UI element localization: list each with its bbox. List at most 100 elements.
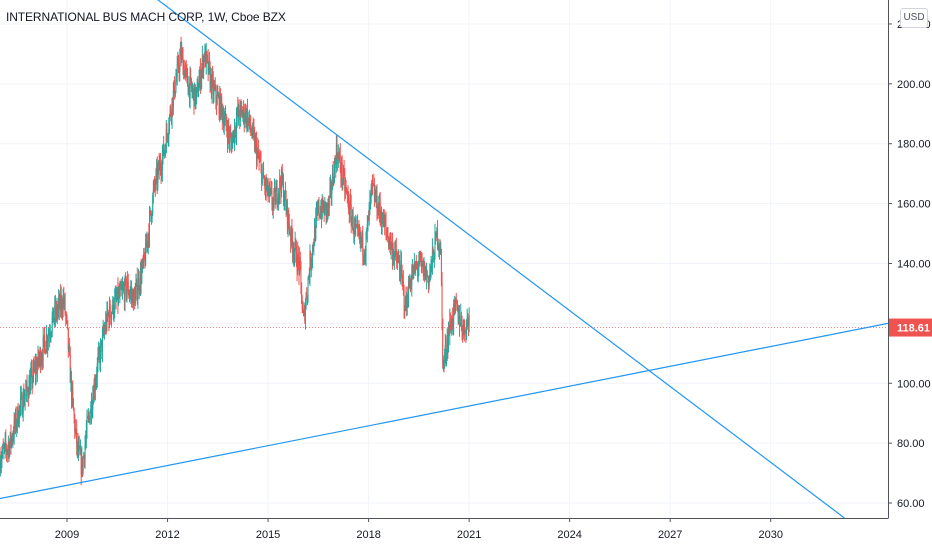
candle: [216, 85, 218, 106]
candle-body: [400, 260, 402, 270]
candle: [371, 179, 373, 197]
candle: [383, 214, 385, 228]
candle-body: [215, 85, 217, 100]
candle: [246, 98, 248, 132]
candle: [37, 345, 39, 367]
candle: [432, 246, 434, 255]
candle: [36, 356, 38, 375]
candle: [63, 286, 65, 309]
candle: [130, 280, 132, 308]
candle: [52, 306, 54, 324]
candle: [341, 155, 343, 192]
candle: [208, 51, 210, 75]
candle: [173, 79, 175, 94]
candle: [439, 239, 441, 255]
candle: [379, 191, 381, 226]
candle-body: [341, 162, 343, 177]
currency-badge[interactable]: USD: [900, 8, 928, 28]
candle-body: [354, 222, 356, 229]
candle: [291, 218, 293, 247]
candle: [165, 120, 167, 154]
candle-body: [332, 172, 334, 183]
candle-body: [36, 363, 38, 373]
candle-body: [144, 257, 146, 265]
candle-body: [38, 358, 40, 362]
candle-body: [109, 304, 111, 324]
candle: [318, 196, 320, 221]
candle: [211, 68, 213, 104]
candle: [60, 286, 62, 319]
candle-body: [197, 90, 199, 97]
candle-body: [233, 130, 235, 142]
candle: [165, 143, 167, 158]
candle-body: [403, 287, 405, 308]
candle-body: [161, 170, 163, 173]
candle-body: [51, 331, 53, 335]
candle-body: [466, 318, 468, 323]
candle-body: [84, 444, 86, 461]
candle-body: [1, 454, 3, 461]
candle: [13, 426, 15, 443]
candle-body: [25, 382, 27, 391]
candle-body: [118, 292, 120, 297]
candle-body: [51, 318, 53, 332]
candle-body: [49, 335, 51, 337]
candle-body: [255, 140, 257, 142]
candle-body: [344, 187, 346, 192]
candle-body: [59, 294, 61, 309]
candle: [391, 232, 393, 250]
candle-body: [98, 349, 100, 357]
candle: [126, 288, 128, 303]
candle: [353, 227, 355, 244]
candle: [76, 419, 78, 456]
candle-body: [118, 292, 120, 304]
candle-body: [179, 48, 181, 57]
candle-body: [290, 234, 292, 242]
candle-body: [43, 335, 45, 339]
candle-body: [164, 148, 166, 152]
grid: [0, 0, 888, 518]
candle-body: [129, 292, 131, 295]
candle: [300, 261, 302, 295]
candle: [252, 117, 254, 141]
candle: [339, 143, 341, 173]
candle-body: [9, 432, 11, 444]
candle: [354, 218, 356, 238]
candle: [34, 353, 36, 386]
candle-body: [195, 94, 197, 105]
candle-body: [210, 75, 212, 94]
candle: [132, 288, 134, 311]
candle-body: [259, 160, 261, 162]
candle-body: [199, 68, 201, 87]
candle: [197, 76, 199, 98]
candle: [340, 162, 342, 188]
candle: [111, 305, 113, 314]
candle: [58, 293, 60, 321]
candle-body: [286, 201, 288, 227]
candle-body: [115, 294, 117, 299]
candle: [137, 284, 139, 309]
candle: [105, 311, 107, 335]
candle-body: [457, 305, 459, 310]
candle: [424, 266, 426, 281]
candle-body: [446, 354, 448, 357]
candle: [279, 169, 281, 205]
candle-body: [348, 210, 350, 215]
candle: [248, 109, 250, 130]
candle-body: [440, 248, 442, 253]
candle-body: [272, 204, 274, 208]
candle-body: [362, 232, 364, 256]
candle: [419, 251, 421, 267]
candle: [220, 95, 222, 121]
candle-body: [410, 285, 412, 287]
current-price-tag-bg: [889, 318, 932, 337]
candle: [162, 143, 164, 165]
candle: [192, 84, 194, 101]
candle-body: [11, 437, 13, 444]
candle: [334, 154, 336, 165]
candle-body: [450, 326, 452, 332]
candle-body: [193, 88, 195, 107]
candle-body: [297, 252, 299, 272]
candle: [112, 296, 114, 315]
candle-body: [149, 213, 151, 240]
